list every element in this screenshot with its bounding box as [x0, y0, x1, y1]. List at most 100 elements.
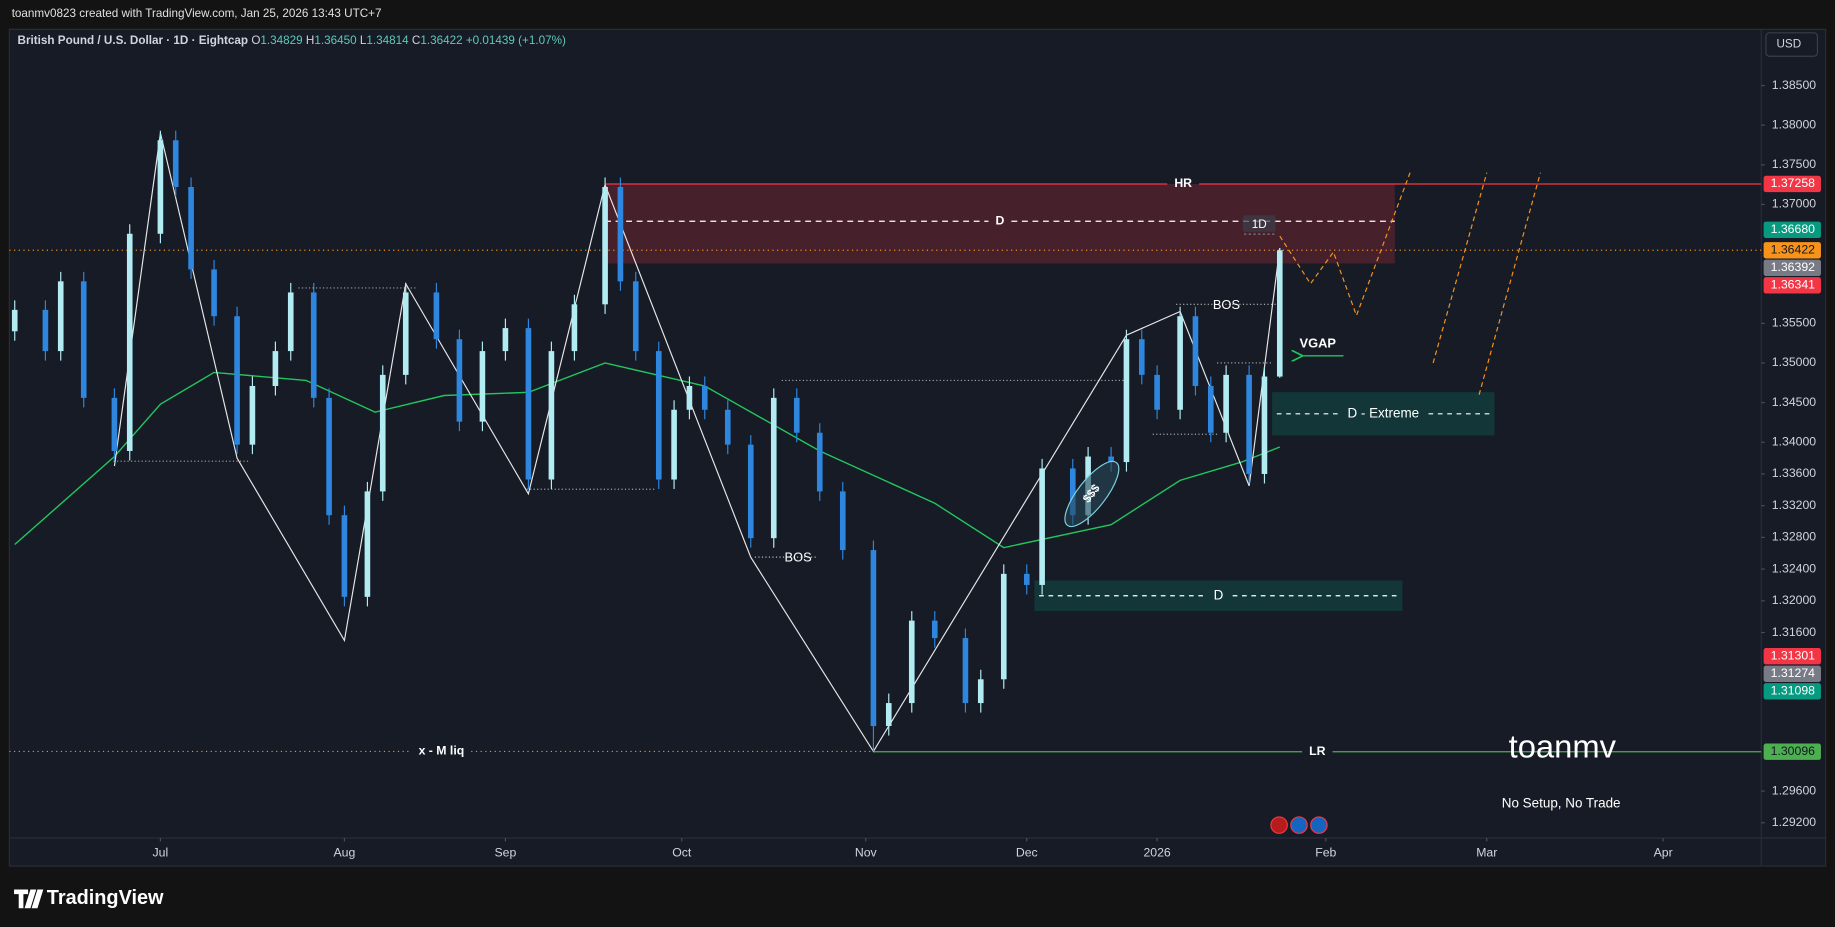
y-tick-label: 1.29200	[1772, 815, 1817, 829]
currency-box[interactable]	[1765, 32, 1819, 57]
candle-body	[456, 339, 463, 422]
annotations: 1D BOS BOS VGAP $$$ toanmv No Setup, No …	[113, 215, 1621, 834]
candle-body	[724, 409, 731, 445]
x-tick-label: Mar	[1476, 845, 1497, 859]
candle-body	[1000, 573, 1007, 680]
symbol: British Pound / U.S. Dollar · 1D · Eight…	[18, 34, 249, 47]
x-tick-label: Oct	[672, 845, 692, 859]
y-tick-label: 1.32000	[1772, 593, 1817, 607]
y-tick-label: 1.33600	[1772, 466, 1817, 480]
candle-body	[379, 374, 386, 492]
close-value: 1.36422	[420, 34, 462, 47]
y-tick-label: 1.34000	[1772, 435, 1817, 449]
open-value: 1.34829	[260, 34, 302, 47]
price-label-box	[1763, 743, 1821, 760]
price-label: 1.37258	[1771, 176, 1816, 190]
y-tick-label: 1.37000	[1772, 197, 1817, 211]
candle-body	[272, 351, 279, 386]
watermark: toanmv	[1509, 728, 1617, 765]
candle-body	[211, 269, 217, 317]
candle-body	[655, 351, 662, 480]
candle-body	[364, 491, 371, 597]
event-icon[interactable]	[1290, 816, 1308, 834]
candle-body	[770, 397, 777, 539]
candle-body	[249, 385, 256, 445]
event-icon[interactable]	[1270, 816, 1288, 834]
low-value: 1.34814	[366, 34, 409, 47]
candle-body	[1123, 339, 1130, 463]
candle-body	[632, 281, 639, 352]
bos-label: BOS	[785, 550, 812, 565]
price-label-box	[1763, 221, 1821, 238]
x-tick-label: 2026	[1143, 845, 1170, 859]
candle-body	[479, 351, 486, 422]
price-label: 1.31301	[1771, 648, 1816, 662]
candle-body	[502, 328, 509, 352]
candle-body	[402, 292, 409, 375]
x-tick-label: Feb	[1315, 845, 1336, 859]
price-label: 1.36680	[1771, 222, 1816, 236]
y-tick-label: 1.34500	[1772, 395, 1817, 409]
candle-body	[341, 515, 348, 597]
candle-body	[962, 638, 969, 704]
y-tick-label: 1.35500	[1772, 316, 1817, 330]
candle-body	[1039, 468, 1045, 585]
candle-body	[839, 491, 846, 551]
brand: TradingView	[47, 887, 164, 909]
candle-body	[172, 140, 179, 187]
candle-body	[525, 328, 532, 480]
plot-area: D - Extreme D HR D LR x - M liq	[9, 130, 1762, 758]
y-tick-label: 1.29600	[1772, 783, 1817, 797]
change: +0.01439 (+1.07%)	[466, 34, 566, 47]
x-tick-label: Nov	[855, 845, 878, 859]
level-label: D	[996, 213, 1005, 227]
candle-body	[1223, 374, 1229, 433]
candle-body	[602, 186, 608, 305]
price-label: 1.36392	[1771, 260, 1816, 274]
legend: British Pound / U.S. Dollar · 1D · Eight…	[18, 34, 566, 47]
candle-body	[548, 351, 555, 480]
event-icon[interactable]	[1310, 816, 1328, 834]
candle-body	[701, 385, 708, 410]
price-label-box	[1763, 277, 1821, 294]
chart-frame	[8, 28, 1827, 867]
x-tick-label: Apr	[1654, 845, 1673, 859]
liquidity-ellipse	[1064, 460, 1120, 528]
candle-body	[188, 186, 194, 270]
candle-body	[671, 409, 677, 480]
price-label: 1.31098	[1771, 684, 1816, 698]
candle-body	[816, 432, 823, 492]
candle-body	[747, 444, 754, 539]
note: No Setup, No Trade	[1502, 796, 1621, 811]
o-label: O	[251, 34, 260, 47]
candle-body	[1276, 250, 1283, 377]
high-value: 1.36450	[314, 34, 357, 47]
projection-line	[1279, 172, 1542, 395]
x-tick-label: Jul	[153, 845, 169, 859]
candle-body	[1177, 316, 1183, 410]
candle-body	[1108, 456, 1114, 463]
price-label-box	[1763, 648, 1821, 665]
candle-body	[80, 281, 87, 398]
interval-badge	[1242, 215, 1276, 232]
price-label-box	[1763, 175, 1821, 193]
price-label-box	[1763, 665, 1821, 682]
axes: Jul Aug Sep Oct Nov Dec 2026 Feb Mar Apr 1.38500 1.…	[153, 78, 1821, 859]
candle-body	[1069, 468, 1076, 516]
candle-body	[111, 397, 118, 451]
vgap-label: VGAP	[1300, 336, 1337, 351]
candle-body	[1261, 376, 1268, 474]
price-label: 1.36422	[1771, 243, 1816, 257]
price-label-box	[1763, 259, 1821, 277]
y-tick-label: 1.31600	[1772, 625, 1817, 639]
candle-body	[157, 140, 164, 234]
candle-body	[11, 309, 18, 332]
currency[interactable]: USD	[1776, 38, 1801, 51]
price-label: 1.31274	[1771, 666, 1816, 680]
candle-body	[57, 281, 64, 352]
c-label: C	[412, 34, 420, 47]
moving-average	[14, 362, 1281, 549]
candle-body	[885, 703, 892, 727]
